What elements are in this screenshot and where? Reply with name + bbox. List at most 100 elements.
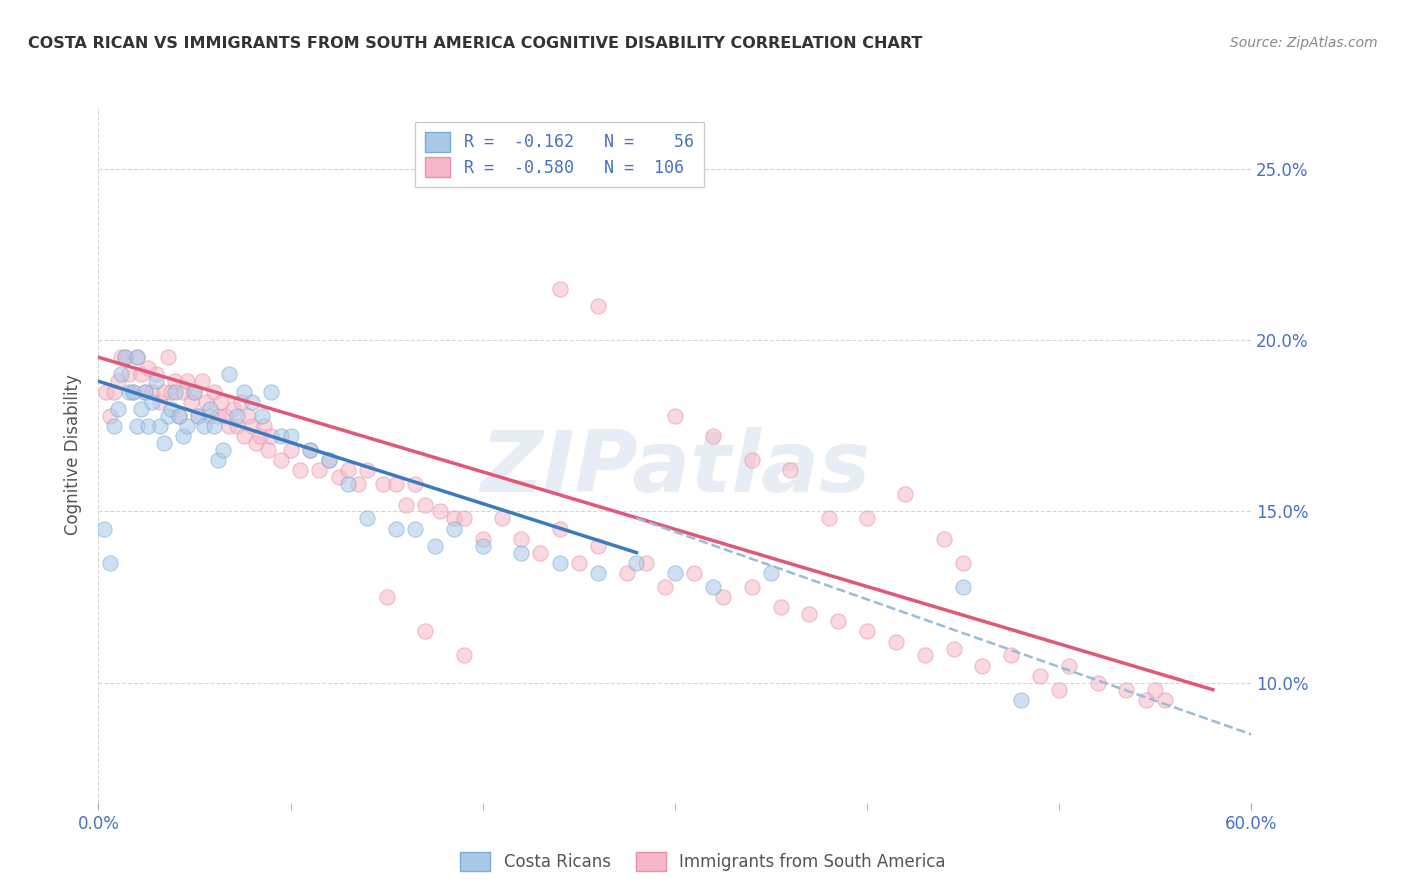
Point: [759, 566, 782, 581]
Point: [443, 522, 465, 536]
Point: [702, 429, 724, 443]
Point: [233, 384, 256, 399]
Point: [107, 374, 129, 388]
Point: [932, 532, 955, 546]
Point: [156, 350, 179, 364]
Point: [270, 453, 292, 467]
Point: [141, 394, 163, 409]
Point: [413, 624, 436, 639]
Point: [160, 384, 183, 399]
Point: [429, 504, 451, 518]
Point: [260, 384, 283, 399]
Point: [98, 409, 121, 423]
Point: [165, 374, 187, 388]
Point: [129, 368, 152, 382]
Point: [318, 453, 340, 467]
Point: [134, 384, 156, 399]
Point: [198, 401, 221, 416]
Point: [138, 360, 160, 375]
Legend: Costa Ricans, Immigrants from South America: Costa Ricans, Immigrants from South Amer…: [453, 843, 953, 880]
Point: [209, 394, 232, 409]
Point: [1029, 669, 1052, 683]
Point: [1047, 682, 1070, 697]
Point: [375, 590, 398, 604]
Point: [405, 522, 427, 536]
Point: [207, 409, 229, 423]
Point: [172, 429, 194, 443]
Point: [318, 453, 340, 467]
Point: [256, 442, 278, 457]
Point: [914, 648, 936, 663]
Point: [118, 368, 141, 382]
Point: [548, 282, 571, 296]
Point: [214, 409, 236, 423]
Point: [395, 498, 418, 512]
Point: [385, 477, 408, 491]
Point: [711, 590, 734, 604]
Point: [218, 418, 240, 433]
Point: [172, 384, 194, 399]
Point: [586, 299, 609, 313]
Point: [212, 442, 235, 457]
Point: [942, 641, 965, 656]
Point: [1000, 648, 1022, 663]
Point: [240, 418, 263, 433]
Point: [233, 429, 256, 443]
Point: [114, 350, 136, 364]
Point: [125, 418, 148, 433]
Text: Source: ZipAtlas.com: Source: ZipAtlas.com: [1230, 36, 1378, 50]
Point: [270, 429, 292, 443]
Point: [280, 442, 302, 457]
Point: [240, 394, 263, 409]
Point: [371, 477, 394, 491]
Point: [193, 418, 215, 433]
Point: [134, 384, 156, 399]
Point: [222, 401, 245, 416]
Point: [769, 600, 792, 615]
Point: [180, 394, 202, 409]
Point: [253, 418, 276, 433]
Point: [1057, 658, 1080, 673]
Point: [423, 539, 446, 553]
Point: [167, 409, 190, 423]
Point: [328, 470, 350, 484]
Point: [586, 539, 609, 553]
Point: [568, 556, 591, 570]
Point: [250, 409, 273, 423]
Legend: R =  -0.162   N =    56, R =  -0.580   N =  106: R = -0.162 N = 56, R = -0.580 N = 106: [415, 122, 704, 186]
Point: [149, 394, 172, 409]
Point: [187, 409, 209, 423]
Point: [122, 384, 145, 399]
Point: [114, 350, 136, 364]
Point: [1087, 676, 1109, 690]
Point: [952, 580, 974, 594]
Point: [654, 580, 676, 594]
Point: [337, 463, 360, 477]
Point: [510, 532, 533, 546]
Point: [118, 384, 141, 399]
Point: [413, 498, 436, 512]
Point: [1010, 693, 1032, 707]
Point: [191, 374, 214, 388]
Point: [145, 374, 167, 388]
Point: [249, 429, 271, 443]
Point: [586, 566, 609, 581]
Text: COSTA RICAN VS IMMIGRANTS FROM SOUTH AMERICA COGNITIVE DISABILITY CORRELATION CH: COSTA RICAN VS IMMIGRANTS FROM SOUTH AME…: [28, 36, 922, 51]
Point: [894, 487, 917, 501]
Point: [290, 463, 312, 477]
Point: [548, 522, 571, 536]
Point: [125, 350, 148, 364]
Point: [741, 453, 763, 467]
Point: [356, 511, 378, 525]
Point: [972, 658, 994, 673]
Point: [952, 556, 974, 570]
Point: [122, 384, 145, 399]
Point: [356, 463, 378, 477]
Point: [510, 546, 533, 560]
Point: [346, 477, 368, 491]
Point: [245, 436, 267, 450]
Point: [93, 522, 115, 536]
Point: [827, 614, 849, 628]
Point: [103, 384, 125, 399]
Point: [1115, 682, 1137, 697]
